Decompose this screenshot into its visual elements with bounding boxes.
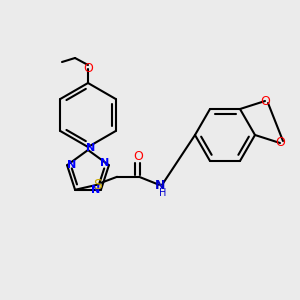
Text: O: O: [275, 136, 285, 149]
Text: N: N: [155, 179, 165, 192]
Text: H: H: [159, 188, 167, 198]
Text: N: N: [100, 158, 110, 168]
Text: N: N: [91, 185, 101, 195]
Text: N: N: [86, 143, 96, 153]
Text: S: S: [93, 178, 101, 192]
Text: O: O: [260, 94, 270, 107]
Text: O: O: [83, 61, 93, 74]
Text: O: O: [133, 150, 143, 163]
Text: N: N: [68, 160, 77, 170]
